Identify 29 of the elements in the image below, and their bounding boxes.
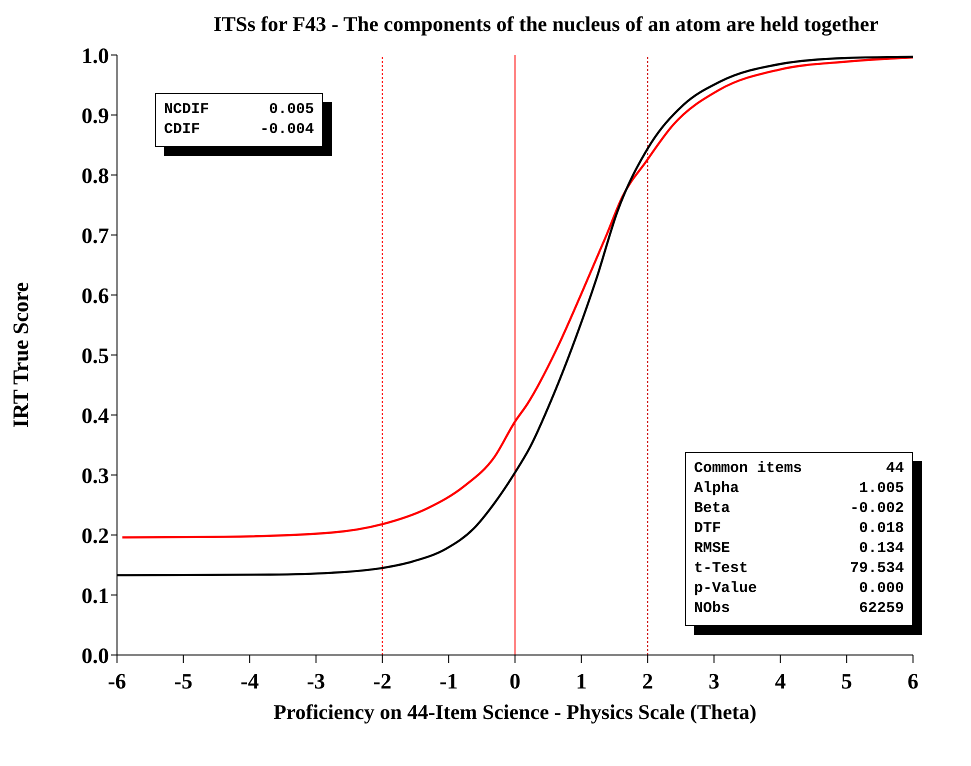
x-tick-label: -4 <box>240 668 259 694</box>
y-tick-label: 0.9 <box>82 102 109 128</box>
y-tick-label: 0.0 <box>82 642 109 668</box>
y-axis-title: IRT True Score <box>8 282 33 428</box>
y-tick-label: 0.3 <box>82 462 109 488</box>
x-tick-label: -3 <box>306 668 326 694</box>
x-tick-label: 1 <box>576 668 587 694</box>
text: Common items 44 Alpha 1.005 Beta -0.002 DTF 0.018 RMSE 0.134 t-Test 79.534 p-Value 0.000 NObs 62259 <box>694 460 904 617</box>
x-tick-label: -2 <box>373 668 392 694</box>
x-tick-label: -5 <box>174 668 192 694</box>
chart-title: ITSs for F43 - The components of the nucleus of an atom are held together <box>212 12 880 37</box>
y-tick-label: 0.8 <box>82 162 109 188</box>
x-tick-label: 4 <box>774 668 786 694</box>
x-tick-label: -6 <box>108 668 126 694</box>
y-tick-label: 0.7 <box>82 222 109 248</box>
y-tick-label: 1.0 <box>82 42 109 68</box>
x-tick-label: -1 <box>440 668 458 694</box>
x-tick-label: 5 <box>841 668 852 694</box>
y-tick-label: 0.2 <box>82 522 109 548</box>
x-tick-label: 3 <box>708 668 720 694</box>
text: NCDIF 0.005 CDIF -0.004 <box>164 101 314 138</box>
y-tick-label: 0.1 <box>82 582 109 608</box>
y-tick-label: 0.5 <box>82 342 109 368</box>
y-tick-label: 0.4 <box>82 402 109 428</box>
y-tick-label: 0.6 <box>82 282 109 308</box>
x-axis-title: Proficiency on 44-Item Science - Physics Scale (Theta) <box>273 700 757 724</box>
x-tick-label: 0 <box>510 668 520 694</box>
x-tick-label: 2 <box>642 668 654 694</box>
x-tick-label: 6 <box>908 668 918 694</box>
